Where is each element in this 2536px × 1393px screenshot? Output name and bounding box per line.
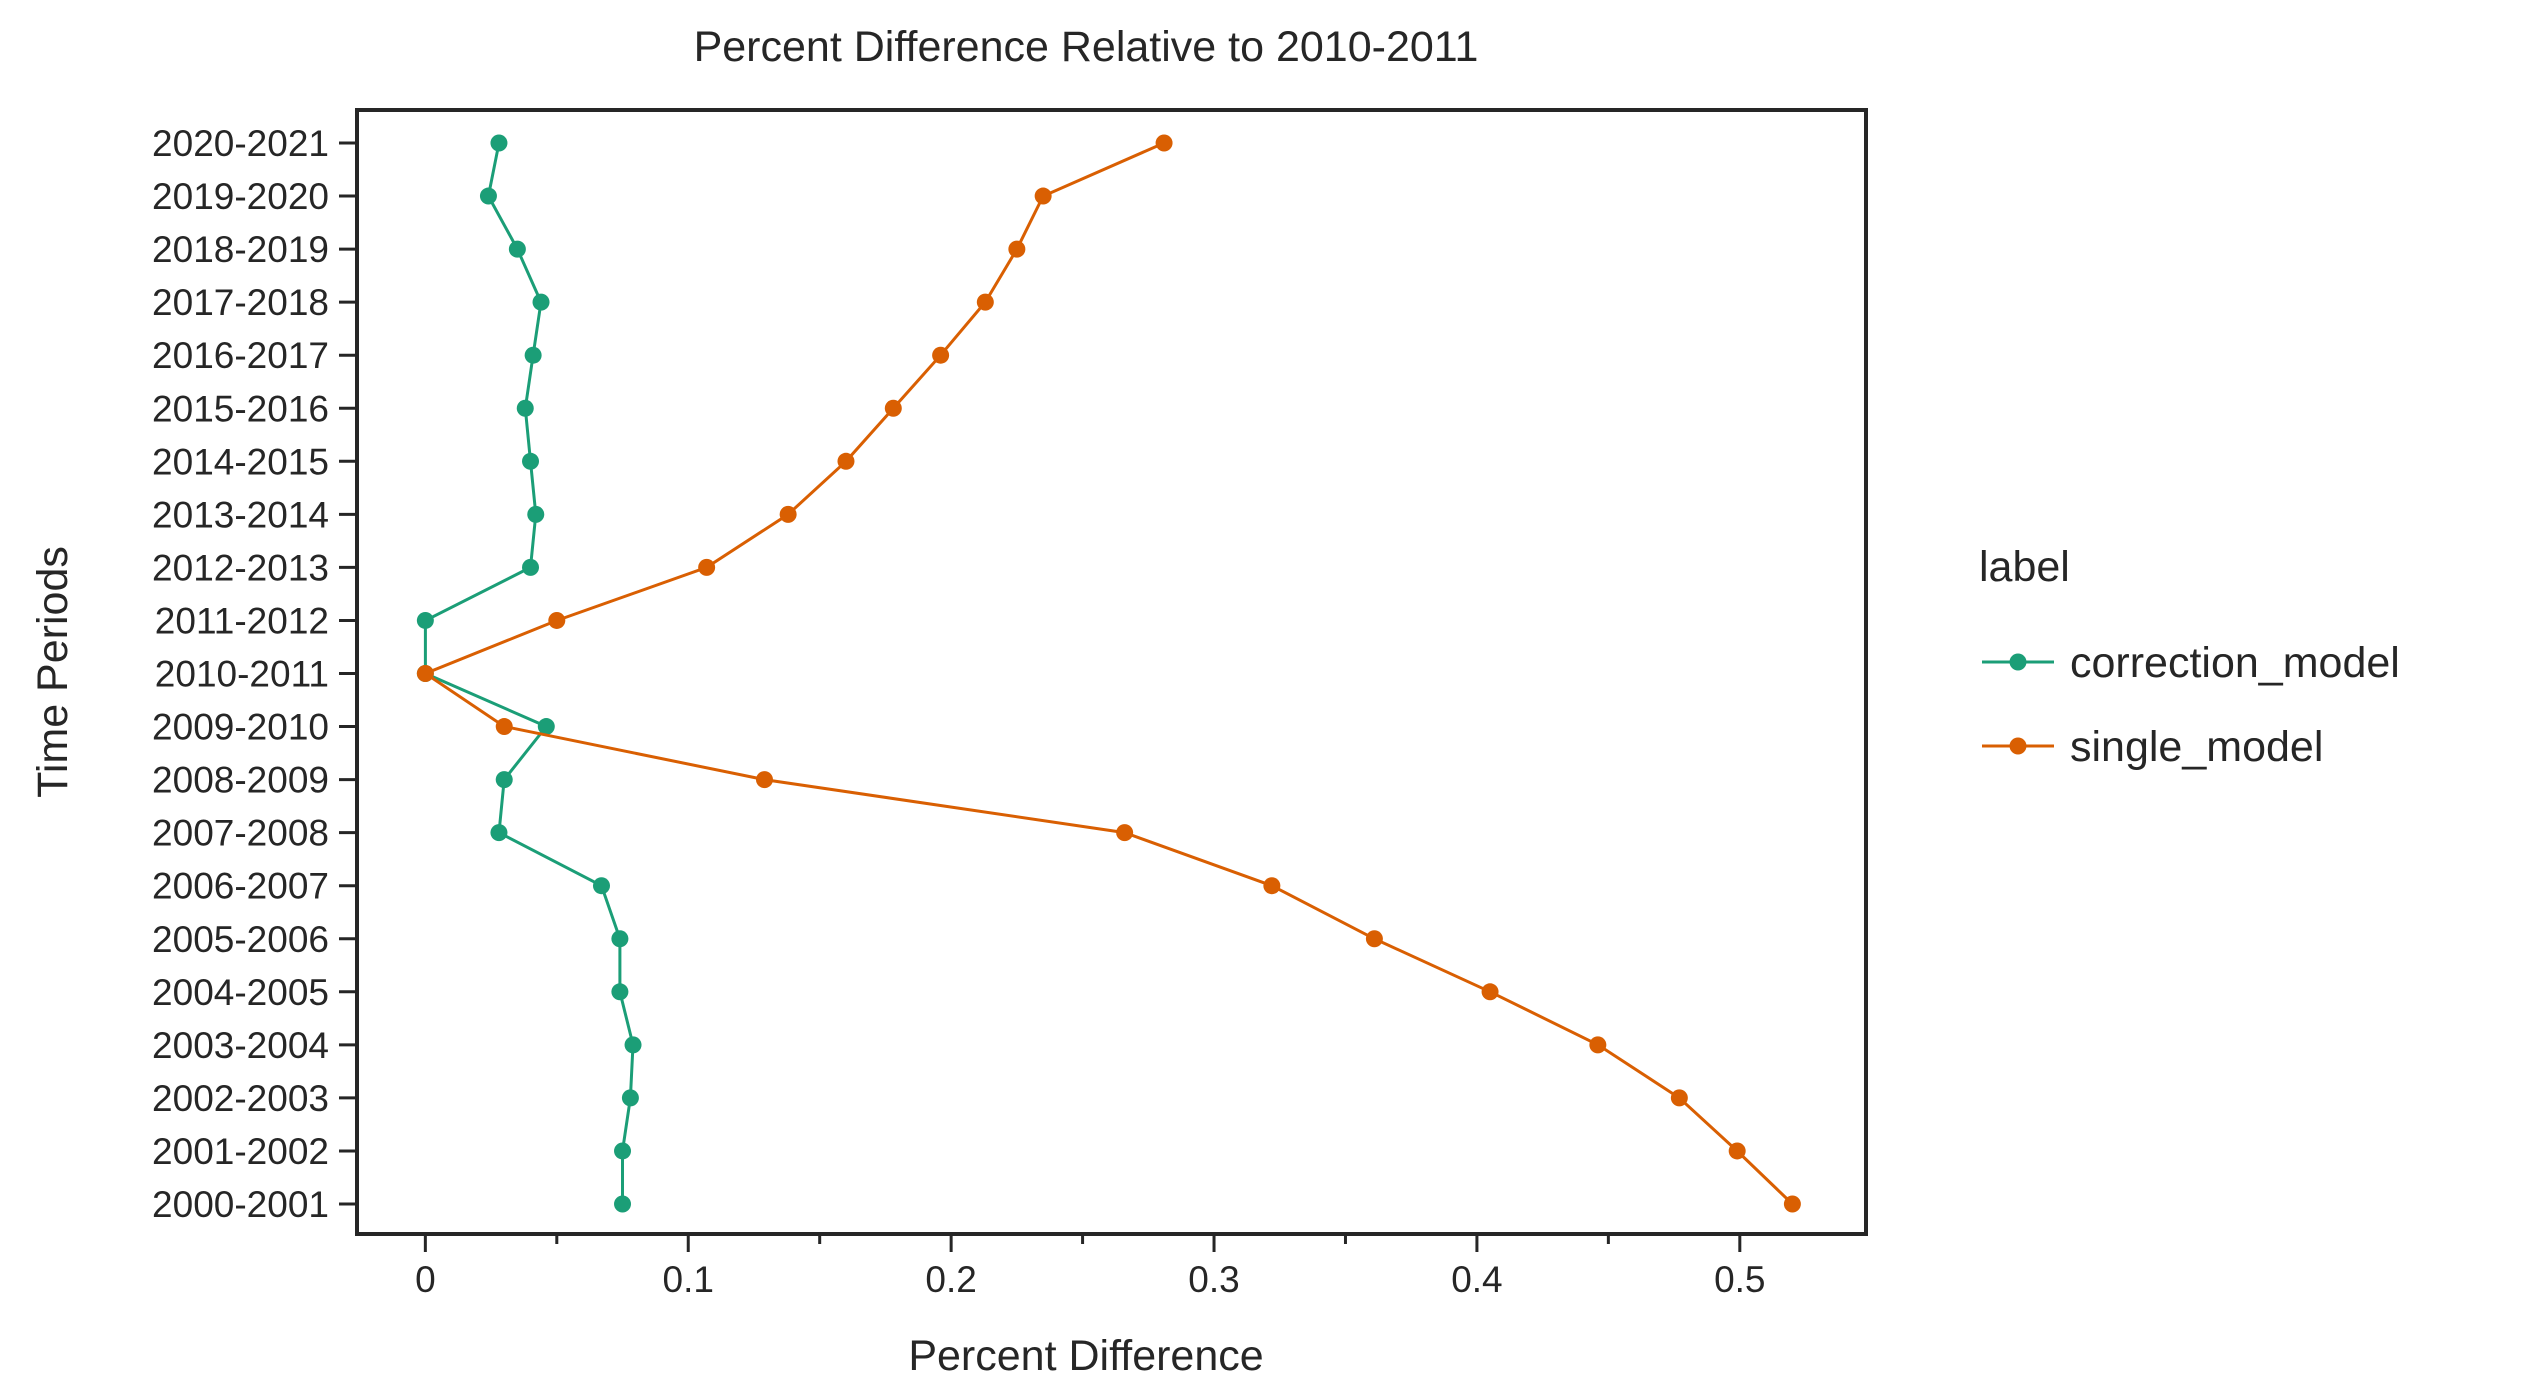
data-point	[1034, 187, 1052, 205]
data-point	[1589, 1036, 1607, 1054]
y-tick-label: 2007-2008	[152, 813, 329, 854]
data-point	[624, 1036, 642, 1054]
legend-marker	[2009, 653, 2027, 671]
legend-label: correction_model	[2070, 639, 2400, 687]
x-tick-label: 0	[415, 1259, 436, 1300]
data-point	[1728, 1142, 1746, 1160]
y-tick-label: 2015-2016	[152, 388, 329, 429]
data-point	[621, 1089, 639, 1107]
legend-label: single_model	[2070, 723, 2323, 771]
y-tick-label: 2000-2001	[152, 1184, 329, 1225]
legend: label correction_model single_model	[1979, 543, 2400, 771]
data-point	[698, 558, 716, 576]
x-tick-label: 0.1	[663, 1259, 714, 1300]
data-point	[614, 1142, 632, 1160]
y-tick-label: 2008-2009	[152, 760, 329, 801]
y-tick-label: 2020-2021	[152, 123, 329, 164]
x-tick-label: 0.5	[1714, 1259, 1765, 1300]
data-point	[537, 718, 555, 736]
data-point	[1365, 930, 1383, 948]
y-tick-label: 2002-2003	[152, 1078, 329, 1119]
y-tick-label: 2004-2005	[152, 972, 329, 1013]
data-point	[490, 134, 508, 152]
x-axis-label: Percent Difference	[908, 1332, 1263, 1380]
y-axis: 2020-2021 2019-2020 2018-2019 2017-2018 2016…	[152, 123, 357, 1225]
data-point	[1116, 824, 1134, 842]
data-point	[524, 346, 542, 364]
data-point	[611, 930, 629, 948]
series-single_model	[416, 134, 1801, 1213]
x-tick-label: 0.4	[1451, 1259, 1502, 1300]
legend-item: single_model	[1982, 723, 2323, 771]
data-point	[1008, 240, 1026, 258]
data-point	[1670, 1089, 1688, 1107]
data-point	[1783, 1195, 1801, 1213]
data-point	[479, 187, 497, 205]
y-tick-label: 2012-2013	[152, 547, 329, 588]
x-tick-label: 0.3	[1188, 1259, 1239, 1300]
data-point	[932, 346, 950, 364]
data-point	[532, 293, 550, 311]
y-tick-label: 2009-2010	[152, 707, 329, 748]
chart-title: Percent Difference Relative to 2010-2011	[694, 23, 1479, 71]
y-tick-label: 2016-2017	[152, 335, 329, 376]
y-tick-label: 2003-2004	[152, 1025, 329, 1066]
data-point	[548, 611, 566, 629]
y-tick-label: 2001-2002	[152, 1131, 329, 1172]
data-point	[516, 399, 534, 417]
y-tick-label: 2017-2018	[152, 282, 329, 323]
data-point	[1155, 134, 1173, 152]
data-point	[1481, 983, 1499, 1001]
data-point	[614, 1195, 632, 1213]
data-point	[611, 983, 629, 1001]
data-point	[508, 240, 526, 258]
data-point	[837, 452, 855, 470]
data-point	[884, 399, 902, 417]
y-tick-label: 2006-2007	[152, 866, 329, 907]
data-point	[779, 505, 797, 523]
y-tick-label: 2010-2011	[155, 654, 329, 695]
y-axis-label: Time Periods	[29, 546, 77, 798]
legend-item: correction_model	[1982, 639, 2400, 687]
data-point	[416, 611, 434, 629]
y-tick-label: 2014-2015	[152, 441, 329, 482]
plot-area	[416, 134, 1801, 1213]
legend-title: label	[1979, 543, 2070, 591]
data-point	[416, 665, 434, 682]
data-point	[1263, 877, 1281, 895]
y-tick-label: 2018-2019	[152, 229, 329, 270]
data-point	[522, 452, 540, 470]
y-tick-label: 2013-2014	[152, 494, 329, 535]
data-point	[755, 771, 773, 789]
data-point	[490, 824, 508, 842]
data-point	[495, 771, 513, 789]
x-tick-label: 0.2	[925, 1259, 976, 1300]
y-tick-label: 2005-2006	[152, 919, 329, 960]
legend-marker	[2009, 737, 2027, 755]
data-point	[522, 558, 540, 576]
data-point	[527, 505, 545, 523]
data-point	[495, 718, 513, 736]
y-tick-label: 2011-2012	[155, 600, 329, 641]
data-point	[976, 293, 994, 311]
y-tick-label: 2019-2020	[152, 176, 329, 217]
x-axis: 0 0.1 0.2 0.3 0.4 0.5	[415, 1234, 1766, 1300]
data-point	[592, 877, 610, 895]
